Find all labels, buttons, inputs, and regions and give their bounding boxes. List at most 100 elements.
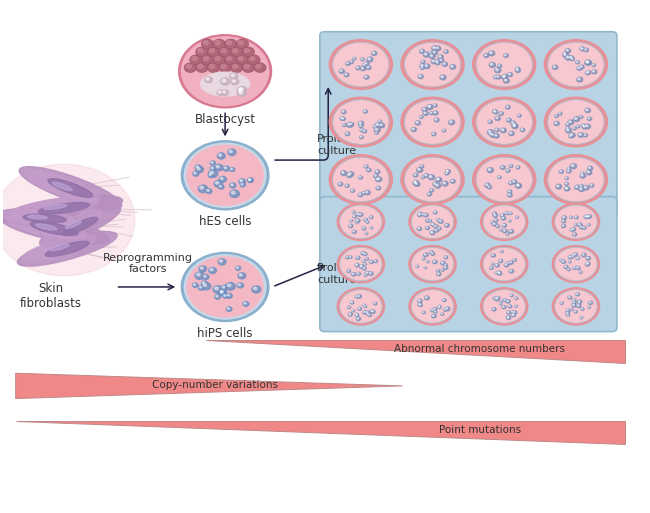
Text: hES cells: hES cells bbox=[199, 215, 252, 228]
Circle shape bbox=[365, 76, 367, 77]
Circle shape bbox=[580, 188, 582, 189]
Circle shape bbox=[565, 183, 569, 185]
Circle shape bbox=[364, 306, 367, 308]
Circle shape bbox=[446, 308, 448, 309]
Circle shape bbox=[343, 124, 344, 125]
Text: Point mutations: Point mutations bbox=[439, 425, 521, 435]
Circle shape bbox=[202, 39, 214, 49]
Circle shape bbox=[566, 312, 570, 315]
Circle shape bbox=[342, 171, 344, 173]
Circle shape bbox=[196, 166, 198, 168]
Circle shape bbox=[227, 41, 231, 45]
Circle shape bbox=[367, 311, 368, 313]
Circle shape bbox=[250, 56, 255, 61]
Circle shape bbox=[489, 133, 492, 135]
Circle shape bbox=[513, 181, 515, 182]
Circle shape bbox=[500, 300, 503, 302]
Circle shape bbox=[512, 122, 514, 123]
Circle shape bbox=[421, 60, 425, 63]
Circle shape bbox=[356, 314, 359, 317]
Circle shape bbox=[575, 185, 580, 189]
Circle shape bbox=[341, 248, 381, 280]
Circle shape bbox=[230, 73, 238, 79]
Circle shape bbox=[564, 265, 568, 269]
Circle shape bbox=[352, 310, 355, 312]
Circle shape bbox=[578, 187, 584, 191]
Circle shape bbox=[202, 55, 214, 65]
Circle shape bbox=[510, 132, 512, 134]
Circle shape bbox=[424, 213, 428, 216]
Circle shape bbox=[586, 61, 588, 63]
Ellipse shape bbox=[23, 214, 66, 223]
Circle shape bbox=[426, 261, 429, 263]
Circle shape bbox=[357, 318, 359, 319]
Circle shape bbox=[356, 220, 358, 221]
Circle shape bbox=[370, 227, 372, 228]
Circle shape bbox=[236, 55, 248, 65]
Circle shape bbox=[353, 211, 354, 212]
Ellipse shape bbox=[38, 203, 90, 214]
Circle shape bbox=[586, 215, 589, 218]
Circle shape bbox=[356, 213, 360, 216]
Ellipse shape bbox=[20, 167, 122, 209]
Circle shape bbox=[203, 275, 206, 277]
Circle shape bbox=[495, 264, 499, 267]
Circle shape bbox=[506, 262, 510, 265]
Circle shape bbox=[560, 170, 562, 172]
Circle shape bbox=[577, 126, 578, 127]
Circle shape bbox=[564, 52, 565, 53]
Circle shape bbox=[450, 180, 455, 183]
Circle shape bbox=[489, 133, 491, 134]
Circle shape bbox=[502, 75, 508, 80]
Circle shape bbox=[497, 76, 499, 77]
Circle shape bbox=[495, 297, 499, 301]
Circle shape bbox=[477, 101, 531, 144]
Circle shape bbox=[480, 246, 528, 283]
Circle shape bbox=[499, 303, 502, 305]
Circle shape bbox=[514, 125, 517, 128]
Circle shape bbox=[367, 221, 368, 222]
Circle shape bbox=[443, 63, 445, 64]
Circle shape bbox=[580, 185, 582, 186]
Circle shape bbox=[509, 131, 514, 135]
Circle shape bbox=[356, 313, 357, 314]
Circle shape bbox=[360, 136, 361, 137]
Circle shape bbox=[426, 227, 428, 228]
Circle shape bbox=[497, 64, 502, 68]
Circle shape bbox=[218, 185, 224, 189]
Circle shape bbox=[493, 212, 497, 215]
Circle shape bbox=[484, 290, 525, 322]
Circle shape bbox=[358, 295, 359, 297]
Circle shape bbox=[493, 308, 494, 309]
Circle shape bbox=[345, 184, 349, 187]
Circle shape bbox=[504, 54, 508, 57]
Circle shape bbox=[401, 97, 464, 147]
Circle shape bbox=[367, 169, 369, 170]
Ellipse shape bbox=[50, 244, 69, 251]
Circle shape bbox=[588, 167, 590, 168]
Circle shape bbox=[238, 90, 246, 97]
Circle shape bbox=[569, 57, 571, 58]
Circle shape bbox=[343, 124, 346, 127]
Circle shape bbox=[426, 226, 430, 229]
Circle shape bbox=[424, 253, 426, 255]
Circle shape bbox=[422, 61, 423, 62]
Circle shape bbox=[411, 128, 417, 131]
Circle shape bbox=[577, 258, 578, 259]
Circle shape bbox=[374, 260, 376, 261]
Circle shape bbox=[497, 271, 501, 275]
Circle shape bbox=[374, 303, 375, 304]
Circle shape bbox=[433, 260, 437, 264]
Circle shape bbox=[374, 260, 378, 263]
Circle shape bbox=[206, 78, 209, 80]
Circle shape bbox=[352, 310, 354, 311]
Circle shape bbox=[181, 252, 269, 322]
Circle shape bbox=[498, 176, 501, 179]
Circle shape bbox=[566, 56, 569, 58]
Circle shape bbox=[416, 122, 418, 123]
Circle shape bbox=[506, 300, 510, 303]
Circle shape bbox=[572, 228, 573, 229]
Circle shape bbox=[231, 47, 243, 57]
Circle shape bbox=[364, 165, 368, 168]
Circle shape bbox=[369, 216, 373, 219]
